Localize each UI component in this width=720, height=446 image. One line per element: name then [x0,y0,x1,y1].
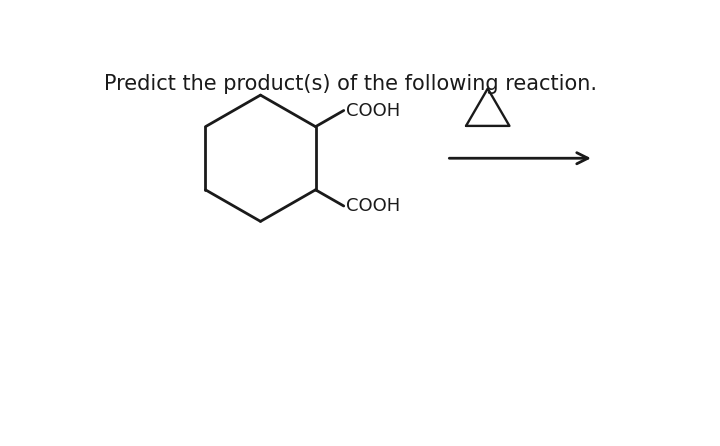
Text: COOH: COOH [346,102,400,120]
Text: COOH: COOH [346,197,400,215]
Text: Predict the product(s) of the following reaction.: Predict the product(s) of the following … [104,74,597,94]
